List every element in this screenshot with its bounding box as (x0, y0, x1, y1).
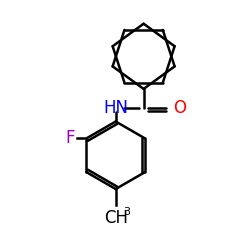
Text: HN: HN (103, 98, 128, 116)
Text: CH: CH (104, 209, 128, 227)
Text: O: O (173, 98, 186, 116)
Text: F: F (65, 130, 75, 148)
Text: 3: 3 (123, 207, 130, 217)
